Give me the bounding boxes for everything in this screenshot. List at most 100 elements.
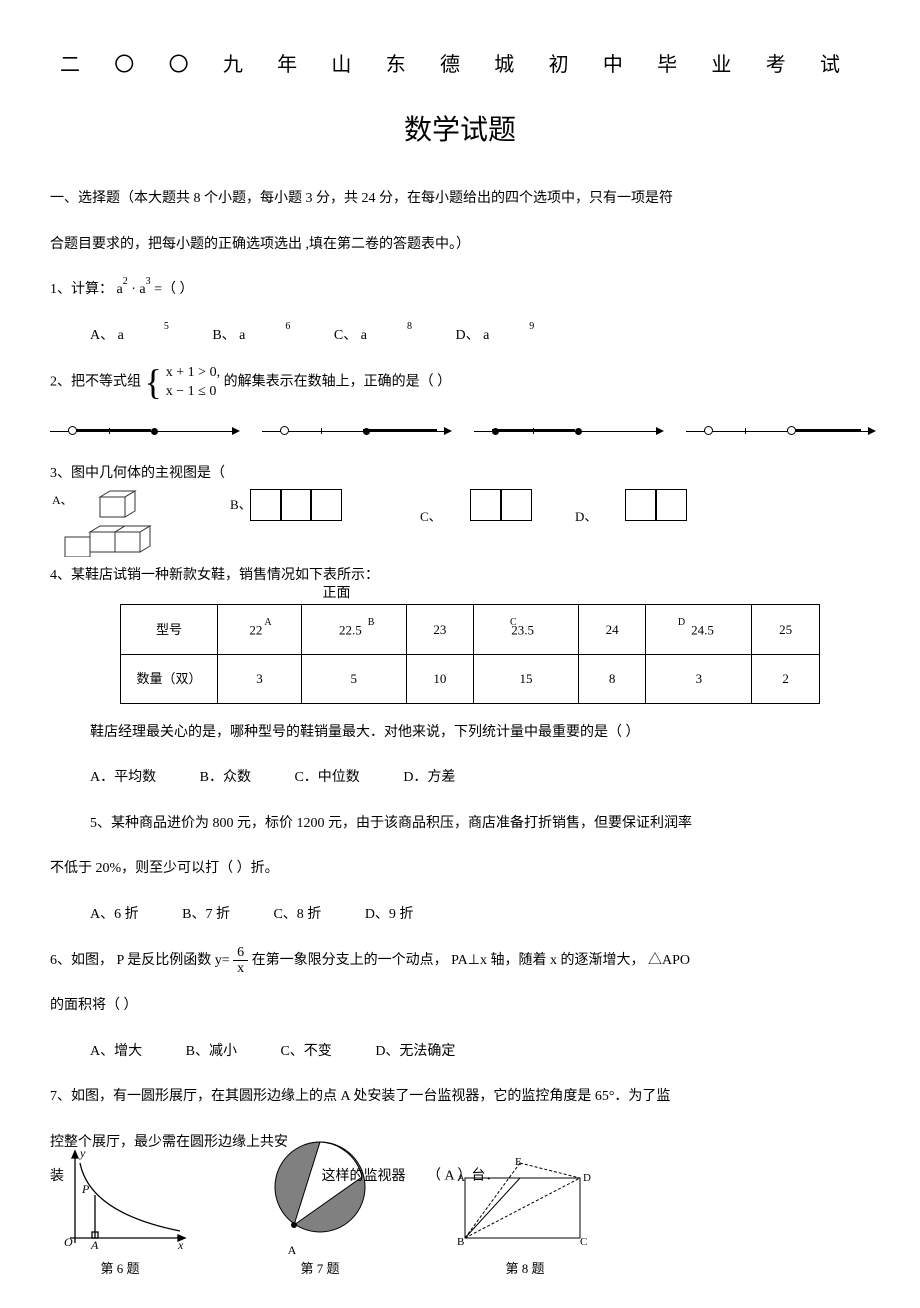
num-line-B [262, 419, 446, 432]
cell: 8 [578, 655, 646, 704]
isometric-icon [60, 487, 180, 557]
q6-options: A、增大 B、减小 C、不变 D、无法确定 [50, 1035, 870, 1069]
fig7-caption: 第 7 题 [260, 1259, 380, 1279]
q3-stem-row: 3、图中几何体的主视图是（ [50, 463, 870, 481]
q3-figures: A、 B、 C、 D、 [50, 487, 870, 557]
q7-l2c: （ A ）台． [427, 1169, 499, 1184]
q2-system: { x + 1 > 0, x − 1 ≤ 0 [145, 364, 221, 400]
exam-title: 二〇〇九年山东德城初中毕业考试 [50, 50, 870, 80]
q6-optC: C、不变 [280, 1035, 331, 1069]
q7-line2: 控整个展厅，最少需在圆形边缘上共安装 这样的监视器 （ A ）台． [50, 1126, 870, 1193]
th-25: 25 [752, 605, 820, 655]
th-22: 22A [218, 605, 302, 655]
q3-lblB: B、 [230, 495, 252, 515]
q1-mid: · a [128, 282, 146, 297]
q1-sup2: 3 [146, 276, 151, 287]
fig8-caption: 第 8 题 [450, 1259, 600, 1279]
arrow-icon [232, 427, 240, 435]
q7-l2a: 控整个展厅，最少需在圆形边缘上共安装 [50, 1126, 300, 1193]
fig6-caption: 第 6 题 [50, 1259, 190, 1279]
q1-optD: D、 a9 [455, 319, 534, 353]
th-225: 22.5B [301, 605, 406, 655]
q7-l2b: 这样的监视器 [304, 1160, 424, 1194]
q6-optD: D、无法确定 [375, 1035, 455, 1069]
q1-optB-sup: 6 [285, 321, 290, 332]
q1-stem: 1、计算： a2 · a3 =（ ） [50, 273, 870, 307]
q3-stem: 3、图中几何体的主视图是（ [50, 463, 225, 484]
q5-optA: A、6 折 [90, 898, 139, 932]
th-24: 24 [578, 605, 646, 655]
fig6-A: A [90, 1238, 99, 1252]
q1-tail: =（ ） [151, 282, 194, 297]
row-label: 数量（双） [121, 655, 218, 704]
q6-optA: A、增大 [90, 1035, 142, 1069]
fig6-x: x [177, 1238, 184, 1252]
q6-frac: 6 x [233, 945, 248, 977]
exam-subtitle: 数学试题 [50, 110, 870, 152]
q4-optB: B．众数 [200, 761, 251, 795]
th-245: D24.5 [646, 605, 752, 655]
q1-optB-pre: B、 a [212, 319, 245, 353]
q5-stem2: 不低于 20%，则至少可以打（ ）折。 [50, 852, 870, 886]
q5-optD: D、9 折 [365, 898, 414, 932]
over-A: A [264, 617, 271, 628]
q1-options: A、 a 5 B、 a 6 C、 a 8 D、 a9 [50, 319, 870, 353]
fig7-A: A [232, 1241, 352, 1259]
num-line-D [686, 419, 870, 432]
q6-post: 在第一象限分支上的一个动点， PA⊥x 轴，随着 x 的逐渐增大， △APO [252, 953, 690, 968]
q2-stem: 2、把不等式组 { x + 1 > 0, x − 1 ≤ 0 的解集表示在数轴上… [50, 364, 870, 400]
over-D: D [678, 617, 685, 628]
q3-solid-A: A、 [52, 491, 73, 509]
q1-optC-sup: 8 [407, 321, 412, 332]
q1-pre: 1、计算： a [50, 282, 123, 297]
over-C: C [510, 617, 517, 628]
cell: 3 [218, 655, 302, 704]
q1-optA-sup: 5 [164, 321, 169, 332]
q4-options: A．平均数 B．众数 C．中位数 D．方差 [50, 761, 870, 795]
q7-stem: 7、如图，有一圆形展厅，在其圆形边缘上的点 A 处安装了一台监视器，它的监控角度… [50, 1080, 870, 1114]
q6-num: 6 [233, 945, 248, 961]
q2-line1: x + 1 > 0, [166, 364, 220, 382]
table-row: 型号 22A 22.5B 23 23.5C 24 D24.5 25 [121, 605, 820, 655]
q1-optA: A、 a 5 [90, 319, 169, 353]
q2-post: 的解集表示在数轴上，正确的是（ ） [224, 375, 452, 390]
q2-pre: 2、把不等式组 [50, 375, 141, 390]
fig6-O: O [64, 1235, 73, 1249]
q1-optC: C、 a 8 [334, 319, 412, 353]
th-model: 型号 [121, 605, 218, 655]
cell: 5 [301, 655, 406, 704]
table-row: 数量（双） 3 5 10 15 8 3 2 [121, 655, 820, 704]
cell: 10 [406, 655, 474, 704]
q2-number-lines [50, 419, 870, 449]
q1-optC-pre: C、 a [334, 319, 367, 353]
q1-optA-pre: A、 a [90, 319, 124, 353]
q1-optD-pre: D、 a [455, 319, 489, 353]
cell: 3 [646, 655, 752, 704]
q5-stem: 5、某种商品进价为 800 元，标价 1200 元，由于该商品积压，商店准备打折… [50, 807, 870, 841]
q6-tail: 的面积将（ ） [50, 989, 870, 1023]
q4-optD: D．方差 [403, 761, 455, 795]
q4-optA: A．平均数 [90, 761, 156, 795]
th-23: 23 [406, 605, 474, 655]
num-line-A [50, 419, 234, 432]
q7-pre: 7、如图，有一圆形展厅，在其圆形边缘上的点 A 处安装了一台监视器，它的监控角度… [50, 1089, 670, 1104]
q6-optB: B、减小 [186, 1035, 237, 1069]
brace-icon: { [145, 366, 162, 398]
q1-sup1: 2 [123, 276, 128, 287]
q5-optC: C、8 折 [273, 898, 321, 932]
q3-front-label: 正面 [323, 577, 351, 611]
q6-den: x [233, 961, 248, 976]
svg-text:C: C [580, 1236, 587, 1248]
q1-optB: B、 a 6 [212, 319, 290, 353]
svg-text:B: B [457, 1236, 464, 1248]
th-235: 23.5C [474, 605, 579, 655]
q4-stem: 4、某鞋店试销一种新款女鞋，销售情况如下表所示： 正面 [50, 559, 870, 593]
q4-optC: C．中位数 [294, 761, 359, 795]
q3-lblD: D、 [575, 507, 597, 527]
arrow-icon [868, 427, 876, 435]
section1-line1: 一、选择题（本大题共 8 个小题，每小题 3 分，共 24 分，在每小题给出的四… [50, 191, 673, 206]
q5-options: A、6 折 B、7 折 C、8 折 D、9 折 [50, 898, 870, 932]
q4-table: 型号 22A 22.5B 23 23.5C 24 D24.5 25 数量（双） … [120, 604, 820, 703]
q3-lblC: C、 [420, 507, 442, 527]
q5-optB: B、7 折 [182, 898, 230, 932]
